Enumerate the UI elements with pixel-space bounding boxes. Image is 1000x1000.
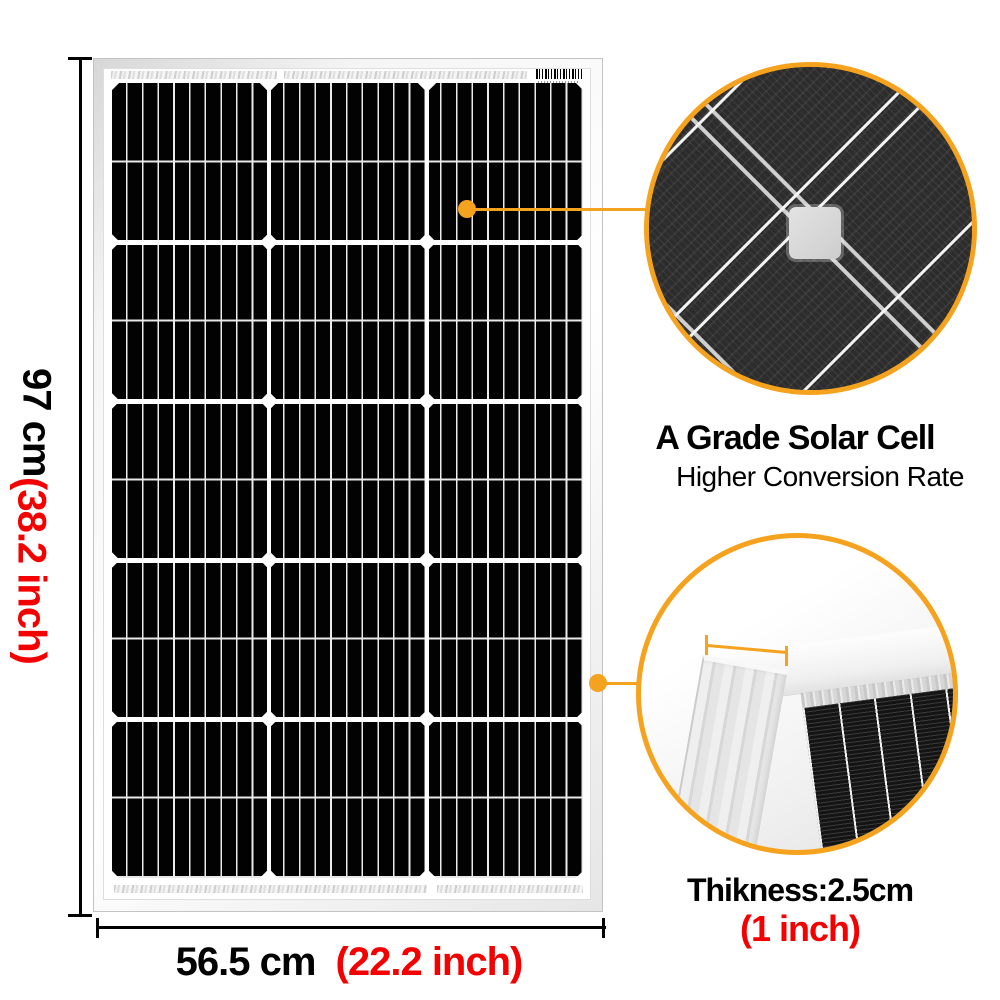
cell-row-separator (112, 557, 583, 563)
cell-row-separator (112, 398, 583, 404)
texture-strip (284, 71, 527, 79)
cell-diamond-icon (259, 550, 279, 570)
cell-diamond-icon (417, 709, 437, 729)
cell-diamond-icon (112, 870, 120, 878)
thickness-tick-left (705, 635, 708, 655)
height-dimension-label: 97 cm (38.2 inch) (9, 340, 60, 692)
thickness-callout-imperial: (1 inch) (739, 908, 861, 949)
cell-diamond-icon (575, 393, 583, 409)
cell-diamond-icon (259, 232, 279, 252)
cell-diamond-icon (112, 83, 120, 91)
texture-strip (437, 885, 583, 893)
cell-diamond-icon (575, 552, 583, 568)
leader-dot-icon (589, 674, 607, 692)
cell-column-separator (425, 83, 429, 878)
height-dimension-line (79, 58, 82, 917)
texture-strip (111, 71, 277, 79)
cell-diamond-icon (259, 709, 279, 729)
busbar-junction-pad (789, 207, 841, 259)
barcode-icon (536, 69, 582, 79)
thickness-callout-title: Thikness:2.5cm (686, 872, 914, 908)
width-dimension-right-cap (602, 918, 605, 938)
solar-cell-callout-title: A Grade Solar Cell (655, 419, 935, 457)
cell-row-separator (112, 239, 583, 245)
cell-diamond-icon (575, 234, 583, 250)
cell-diamond-icon (575, 711, 583, 727)
cell-diamond-icon (259, 868, 279, 878)
leader-dot-icon (458, 200, 476, 218)
cell-diamond-icon (259, 391, 279, 411)
width-imperial-text: (22.2 inch) (335, 940, 524, 984)
cell-diamond-icon (259, 83, 279, 93)
cell-diamond-icon (575, 870, 583, 878)
texture-strip (114, 885, 427, 893)
width-metric-text: 56.5 cm (175, 940, 317, 984)
cell-diamond-icon (417, 391, 437, 411)
leader-line-cell (467, 208, 652, 211)
height-imperial-text: (38.2 inch) (9, 476, 54, 664)
cell-diamond-icon (417, 232, 437, 252)
cell-diamond-icon (112, 393, 120, 409)
width-dimension-label: 56.5 cm (22.2 inch) (93, 940, 605, 985)
solar-cell-closeup-circle (644, 62, 977, 395)
cell-row-separator (112, 716, 583, 722)
height-dimension-bottom-cap (68, 914, 92, 917)
thickness-tick-right (785, 646, 788, 666)
leader-line-thickness (598, 682, 642, 685)
cell-diamond-icon (112, 552, 120, 568)
cell-diamond-icon (417, 83, 437, 93)
solar-cell-callout-subtitle: Higher Conversion Rate (676, 461, 964, 492)
width-dimension-left-cap (96, 918, 99, 938)
cell-column-separator (267, 83, 271, 878)
height-metric-text: 97 cm (14, 368, 59, 477)
barcode-microtext (538, 81, 580, 84)
height-dimension-top-cap (68, 57, 92, 60)
cell-diamond-icon (112, 234, 120, 250)
cell-diamond-icon (417, 550, 437, 570)
width-dimension-line (97, 926, 606, 929)
cell-diamond-icon (575, 83, 583, 91)
thickness-closeup-circle (636, 533, 958, 855)
cell-diamond-icon (112, 711, 120, 727)
cell-diamond-icon (417, 868, 437, 878)
cell-grid (112, 83, 583, 878)
